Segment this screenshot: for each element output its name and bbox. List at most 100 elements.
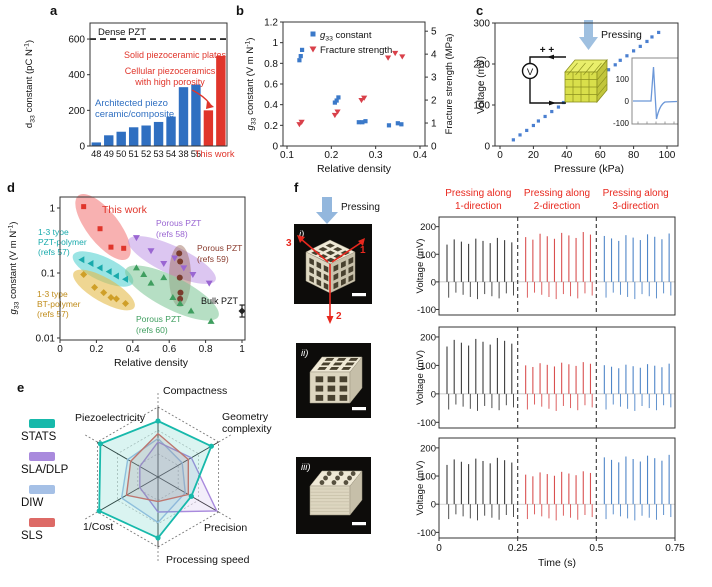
cube-hole (309, 266, 314, 275)
cube-hole (344, 362, 355, 366)
marker-square (386, 123, 392, 128)
group-label: (refs 57) (38, 247, 70, 257)
y-tick-label: 0.8 (264, 59, 278, 70)
x-tick-label: 50 (116, 149, 126, 159)
x-axis-title: Relative density (317, 163, 392, 175)
cube-hole (338, 471, 344, 476)
y-axis-title-right: Fracture strength (MPa) (444, 34, 455, 135)
photo-i-annotations: Pressing 1 2 3 (286, 197, 380, 324)
cube-hole (317, 367, 328, 370)
x-tick-label: 60 (595, 150, 607, 161)
y-tick-label: 3 (431, 73, 437, 84)
y-axis-title-left: g33 constant (V m N-1) (245, 38, 258, 131)
voltmeter-label: V (527, 67, 534, 78)
radar-series-sla-dlp (139, 441, 218, 513)
bar (191, 84, 201, 146)
group-label: PZT-polymer (38, 237, 87, 247)
pressing-direction-header: 3-direction (612, 201, 659, 212)
y-tick-label: 100 (420, 250, 436, 261)
x-tick-label: 48 (91, 149, 101, 159)
marker-triangle-down (160, 261, 168, 268)
cube-hole (315, 394, 324, 401)
legend-swatch-stats (29, 419, 55, 428)
marker-square (618, 58, 622, 62)
legend-label: SLA/DLP (21, 464, 69, 476)
group-label: Porous PZT (136, 314, 181, 324)
marker-square (518, 133, 522, 137)
marker-triangle-down (180, 265, 188, 272)
y-tick-label: 5 (431, 27, 437, 38)
x-axis-title: Pressure (kPa) (554, 163, 624, 175)
marker-diamond (112, 295, 120, 303)
y-tick-label: 0.01 (36, 334, 56, 345)
data-points-group (80, 270, 130, 307)
x-tick-label: 0 (57, 344, 63, 355)
cube-hole (341, 277, 346, 286)
cube-hole (341, 269, 346, 277)
axis-1-arrowhead (358, 238, 365, 246)
radar-axis-extension (218, 433, 233, 443)
legend-fracture: Fracture strength (320, 45, 392, 56)
photo-label: ii) (301, 348, 308, 359)
marker-square (395, 121, 400, 126)
plot-box (438, 437, 676, 539)
x-tick-label: 0.75 (665, 543, 685, 554)
axis-2-label: 2 (336, 311, 342, 322)
data-points-group (132, 264, 215, 324)
marker-triangle-down (189, 271, 197, 278)
cube-hole (343, 480, 349, 485)
bar (91, 142, 101, 146)
radar-legend: STATS SLA/DLP DIW SLS (21, 419, 91, 551)
cube-hole (316, 270, 322, 278)
y-tick-label: 0.1 (41, 269, 55, 280)
marker-triangle-down (358, 97, 365, 104)
x-tick-label: 0 (436, 543, 442, 554)
x-tick-label: 55 (191, 149, 201, 159)
dense-pzt-label: Dense PZT (98, 27, 146, 38)
marker-square (297, 58, 302, 63)
x-tick-label: 0.25 (508, 543, 528, 554)
x-tick-label: 40 (561, 150, 573, 161)
group-label: BT-polymer (37, 299, 81, 309)
legend-swatch-sla-dlp (29, 452, 55, 461)
annotation-cellular-1: Cellular piezoceramics (125, 66, 216, 76)
marker-circle (176, 250, 183, 257)
group-label: Porous PZT (156, 218, 201, 228)
cube-hole (348, 256, 354, 265)
marker-square (531, 123, 535, 128)
panel-label-f: f (294, 180, 299, 195)
group-label: (refs 60) (136, 325, 168, 335)
bar (166, 116, 176, 146)
x-tick-label: 0.8 (199, 344, 213, 355)
cube-hole (341, 260, 346, 269)
y-tick-label: 0 (79, 142, 85, 153)
x-tick-label: 51 (128, 149, 138, 159)
marker-square (606, 68, 611, 72)
marker-triangle-down (132, 235, 140, 242)
y-tick-label: 0 (431, 277, 436, 288)
data-points-fracture (296, 50, 406, 128)
marker-triangle-left (122, 275, 129, 283)
marker-square (536, 119, 541, 123)
marker-triangle-up (176, 299, 184, 306)
marker-triangle-down (298, 119, 305, 125)
x-tick-label: 100 (659, 150, 676, 161)
radar-axis-extension (218, 511, 233, 521)
marker-triangle-left (96, 264, 103, 272)
marker-square (121, 245, 127, 251)
radar-series-diw (120, 437, 187, 524)
lattice-cube-illustration (564, 58, 608, 104)
cube-hole (320, 362, 331, 366)
y-axis-title: d33 constant (pC N-1) (24, 40, 37, 128)
axis-3-arrowhead (297, 235, 305, 243)
y-tick-label: 0 (431, 389, 436, 400)
x-tick-label: 49 (104, 149, 114, 159)
inset-y-tick-label: 100 (616, 75, 630, 84)
radar-axis-extension (83, 433, 98, 443)
x-tick-label: 52 (141, 149, 151, 159)
y-tick-label: 0.6 (264, 80, 278, 91)
marker-triangle-up (187, 307, 195, 314)
pressing-arrow-shaft (322, 197, 332, 213)
pressing-arrow-head (579, 37, 598, 50)
